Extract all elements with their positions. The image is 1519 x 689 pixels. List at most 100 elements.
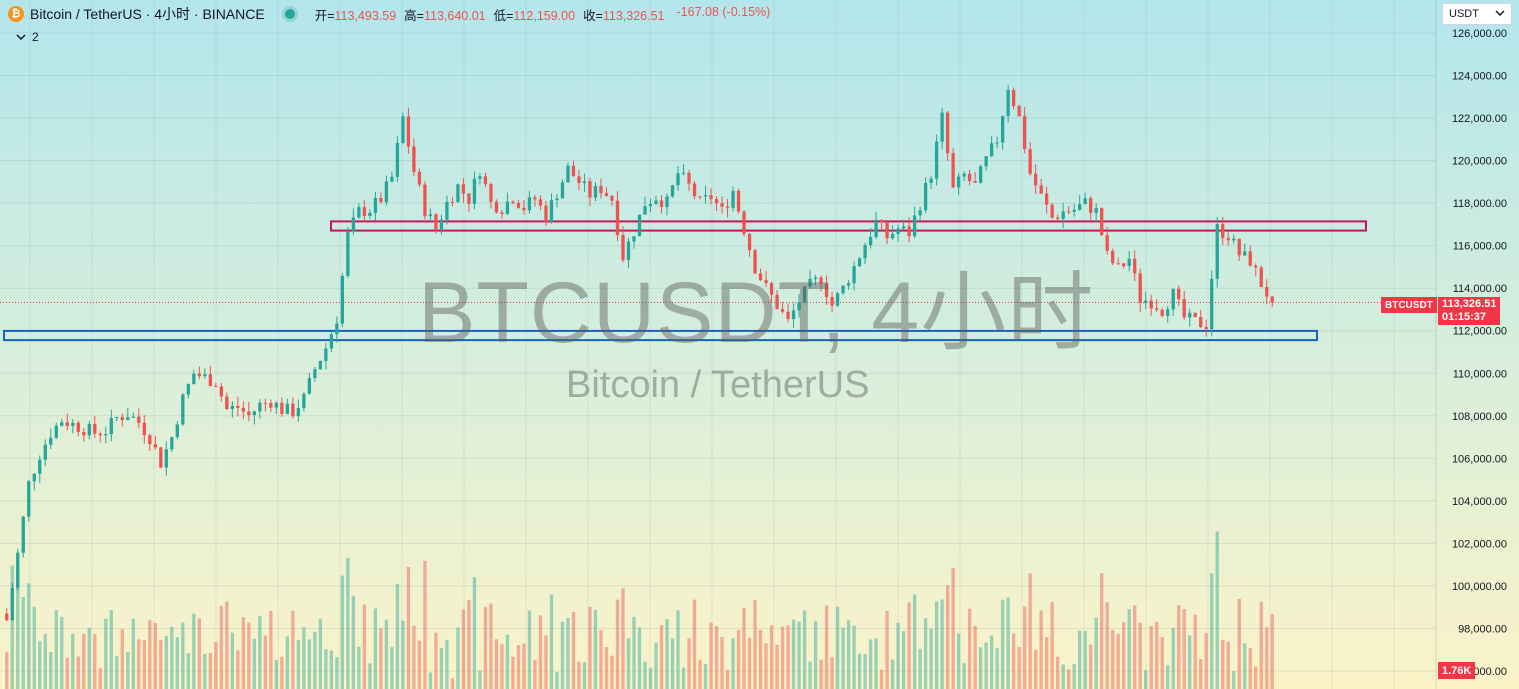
symbol-price-tag: BTCUSDT xyxy=(1381,297,1437,313)
volume-bar xyxy=(835,606,840,689)
candle-body xyxy=(263,402,268,404)
candle-body xyxy=(879,219,884,223)
candle-body xyxy=(390,176,394,182)
volume-bar xyxy=(252,638,256,689)
change-value: -167.08 (-0.15%) xyxy=(676,4,771,19)
volume-bar xyxy=(1254,666,1258,689)
volume-bar xyxy=(505,634,510,689)
volume-bar xyxy=(258,616,262,689)
candle-body xyxy=(923,182,928,211)
candle-body xyxy=(912,215,917,237)
candle-body xyxy=(599,185,603,194)
market-status-icon[interactable] xyxy=(284,9,295,19)
candle-body xyxy=(632,236,636,242)
volume-bar xyxy=(236,650,240,689)
volume-bar xyxy=(280,656,284,689)
volume-bar xyxy=(1199,659,1203,689)
candles xyxy=(5,84,1274,622)
volume-bar xyxy=(1149,626,1153,689)
candle-body xyxy=(439,219,444,230)
candle-body xyxy=(1204,327,1208,330)
volume-bar xyxy=(137,639,141,689)
volume-bar xyxy=(841,627,845,689)
candle-body xyxy=(989,143,994,157)
volume-bar xyxy=(846,620,851,689)
symbol-title[interactable]: Bitcoin / TetherUS · 4小时 · BINANCE xyxy=(30,6,265,22)
volume-bar xyxy=(340,575,345,689)
volume-bar xyxy=(208,652,212,689)
volume-bar xyxy=(362,604,367,689)
volume-bar xyxy=(423,560,427,689)
volume-bar xyxy=(516,645,521,689)
candle-body xyxy=(1072,209,1076,212)
candle-body xyxy=(544,205,548,222)
volume-bars xyxy=(5,531,1274,689)
candle-body xyxy=(434,214,438,230)
volume-bar xyxy=(1133,605,1137,689)
volume-bar xyxy=(241,617,245,689)
candle-body xyxy=(813,277,818,279)
volume-bar xyxy=(780,626,785,689)
candle-body xyxy=(1160,309,1164,316)
candle-body xyxy=(764,280,768,284)
volume-bar xyxy=(1116,633,1120,689)
candle-body xyxy=(346,231,350,276)
volume-bar xyxy=(1017,647,1021,689)
candle-body xyxy=(208,374,212,386)
volume-bar xyxy=(764,643,768,689)
volume-bar xyxy=(230,632,234,689)
price-axis[interactable]: 126,000.00 124,000.00 122,000.00 120,000.00… xyxy=(1435,0,1519,689)
candle-body xyxy=(918,210,922,216)
candle-body xyxy=(483,176,488,185)
candle-body xyxy=(984,156,988,167)
candle-body xyxy=(186,384,190,395)
candle-body xyxy=(60,422,64,426)
candle-body xyxy=(1177,288,1181,300)
candle-body xyxy=(1215,224,1219,279)
candle-body xyxy=(753,250,757,274)
volume-bar xyxy=(868,639,873,689)
volume-bar xyxy=(461,609,466,689)
candle-body xyxy=(412,146,416,172)
candle-body xyxy=(247,411,251,416)
candle-body xyxy=(951,153,955,188)
candle-body xyxy=(1122,263,1126,267)
volume-bar xyxy=(434,632,438,689)
volume-bar xyxy=(1100,573,1104,689)
volume-bar xyxy=(967,608,972,689)
candle-body xyxy=(450,201,455,203)
candle-body xyxy=(907,226,911,237)
volume-bar xyxy=(511,656,515,689)
candle-body xyxy=(384,181,389,203)
volume-bar xyxy=(720,636,724,689)
volume-bar xyxy=(648,667,653,689)
candle-body xyxy=(956,176,961,188)
watermark-symbol: BTCUSDT, 4小时 xyxy=(418,265,1095,361)
currency-select[interactable]: USDT xyxy=(1442,3,1512,25)
volume-bar xyxy=(115,655,119,689)
candle-body xyxy=(1000,116,1005,143)
volume-bar xyxy=(533,659,537,689)
volume-bar xyxy=(610,655,614,689)
volume-bar xyxy=(632,616,636,689)
candle-body xyxy=(615,200,620,235)
candle-body xyxy=(274,402,279,408)
candle-body xyxy=(1039,185,1043,194)
bitcoin-logo-icon: ₿ xyxy=(8,6,24,22)
volume-bar xyxy=(698,659,702,689)
candle-body xyxy=(65,422,69,427)
volume-bar xyxy=(1034,650,1038,689)
candle-body xyxy=(720,203,724,207)
low-label: 低= xyxy=(493,8,514,23)
volume-bar xyxy=(247,622,251,689)
candle-body xyxy=(670,185,675,197)
candle-body xyxy=(379,197,383,203)
candle-body xyxy=(874,219,878,237)
volume-bar xyxy=(1127,609,1131,689)
candle-body xyxy=(973,180,977,183)
volume-bar xyxy=(989,635,994,689)
candle-body xyxy=(626,241,631,261)
indicators-toggle[interactable]: 2 xyxy=(16,30,39,44)
candle-body xyxy=(1193,312,1197,318)
